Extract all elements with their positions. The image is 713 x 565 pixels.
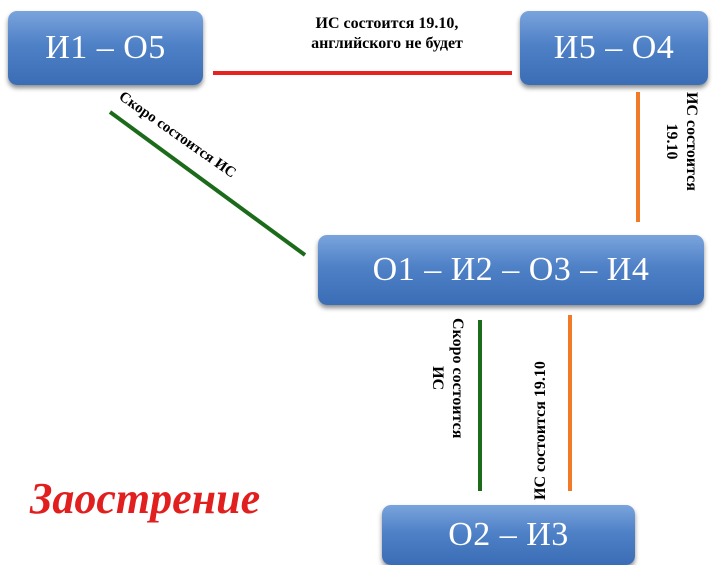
edge-label-middle-left-line1: Скоро состоится xyxy=(449,318,466,439)
node-o2-i3: О2 – И3 xyxy=(382,505,635,565)
edge-label-middle-left-line2: ИС xyxy=(429,366,446,391)
edge-label-right-line1: ИС состоится xyxy=(683,92,700,191)
edge-label-middle-left: Скоро состоится ИС xyxy=(427,318,467,438)
edge-label-right-line2: 19.10 xyxy=(663,123,680,160)
node-o1-i2-o3-i4: О1 – И2 – О3 – И4 xyxy=(318,235,704,305)
edge-n1-n3 xyxy=(108,110,307,257)
edge-label-top: ИС состоится 19.10, английского не будет xyxy=(252,14,522,54)
edge-label-right: ИС состоится 19.10 xyxy=(661,92,701,191)
node-i5-o4: И5 – О4 xyxy=(520,11,708,85)
node-i1-o5: И1 – О5 xyxy=(8,11,203,85)
edge-label-top-line2: английского не будет xyxy=(311,35,463,52)
edge-label-middle-right: ИС состоится 19.10 xyxy=(532,361,549,500)
page-title: Заострение xyxy=(30,474,261,523)
edge-label-top-line1: ИС состоится 19.10, xyxy=(315,15,459,32)
